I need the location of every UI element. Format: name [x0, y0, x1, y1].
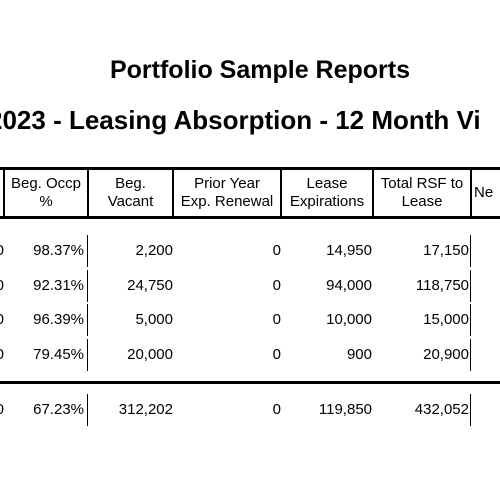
column-divider — [470, 304, 471, 336]
cell-prior-year: 0 — [272, 401, 281, 418]
header-bottom-rule — [0, 216, 500, 219]
cell-beg-occp: 96.39% — [33, 311, 84, 328]
cell-beg-vacant: 312,202 — [118, 401, 173, 418]
column-divider — [470, 394, 471, 426]
report-title: Portfolio Sample Reports — [109, 56, 411, 84]
cell-beg-vacant: 20,000 — [127, 346, 173, 363]
header-divider — [372, 167, 374, 219]
column-divider — [470, 270, 471, 302]
column-divider — [87, 394, 88, 426]
cell-lead: 0 — [0, 311, 4, 329]
cell-prior-year: 0 — [272, 311, 281, 328]
column-divider — [470, 235, 471, 267]
cell-beg-vacant: 24,750 — [127, 277, 173, 294]
cell-lease-expirations: 14,950 — [326, 242, 372, 259]
cell-total-rsf: 17,150 — [423, 242, 469, 259]
column-divider — [87, 304, 88, 336]
cell-lead: 0 — [0, 277, 4, 295]
column-header-beg-vacant: Beg. Vacant — [107, 175, 154, 210]
cell-lease-expirations: 10,000 — [326, 311, 372, 328]
cell-lease-expirations: 119,850 — [318, 401, 372, 418]
column-divider — [87, 235, 88, 267]
header-divider — [172, 167, 174, 219]
column-header-total-rsf: Total RSF to Lease — [380, 175, 464, 210]
header-divider — [280, 167, 282, 219]
column-divider — [87, 270, 88, 302]
cell-prior-year: 0 — [272, 242, 281, 259]
cell-beg-vacant: 2,200 — [135, 242, 173, 259]
cell-beg-occp: 67.23% — [33, 401, 84, 418]
column-header-lease-expirations: Lease Expirations — [289, 175, 365, 210]
header-top-rule — [0, 167, 500, 170]
column-header-beg-occp: Beg. Occp % — [10, 175, 82, 210]
header-divider — [3, 167, 5, 219]
cell-lease-expirations: 94,000 — [326, 277, 372, 294]
cell-lead: 0 — [0, 242, 4, 260]
cell-lead: 0 — [0, 401, 4, 419]
cell-beg-vacant: 5,000 — [135, 311, 173, 328]
cell-beg-occp: 79.45% — [33, 346, 84, 363]
header-divider — [87, 167, 89, 219]
total-rule — [0, 381, 500, 384]
cell-beg-occp: 92.31% — [33, 277, 84, 294]
cell-beg-occp: 98.37% — [33, 242, 84, 259]
cell-total-rsf: 118,750 — [415, 277, 469, 294]
column-header-net: Ne — [474, 184, 494, 201]
column-header-prior-year: Prior Year Exp. Renewal — [180, 175, 274, 210]
cell-total-rsf: 15,000 — [423, 311, 469, 328]
column-divider — [470, 339, 471, 371]
cell-lease-expirations: 900 — [346, 346, 372, 363]
column-divider — [87, 339, 88, 371]
header-divider — [470, 167, 472, 219]
cell-total-rsf: 20,900 — [423, 346, 469, 363]
report-subtitle: 2023 - Leasing Absorption - 12 Month Vi — [0, 105, 481, 135]
cell-total-rsf: 432,052 — [414, 401, 469, 418]
cell-prior-year: 0 — [272, 346, 281, 363]
cell-prior-year: 0 — [272, 277, 281, 294]
cell-lead: 0 — [0, 346, 4, 364]
